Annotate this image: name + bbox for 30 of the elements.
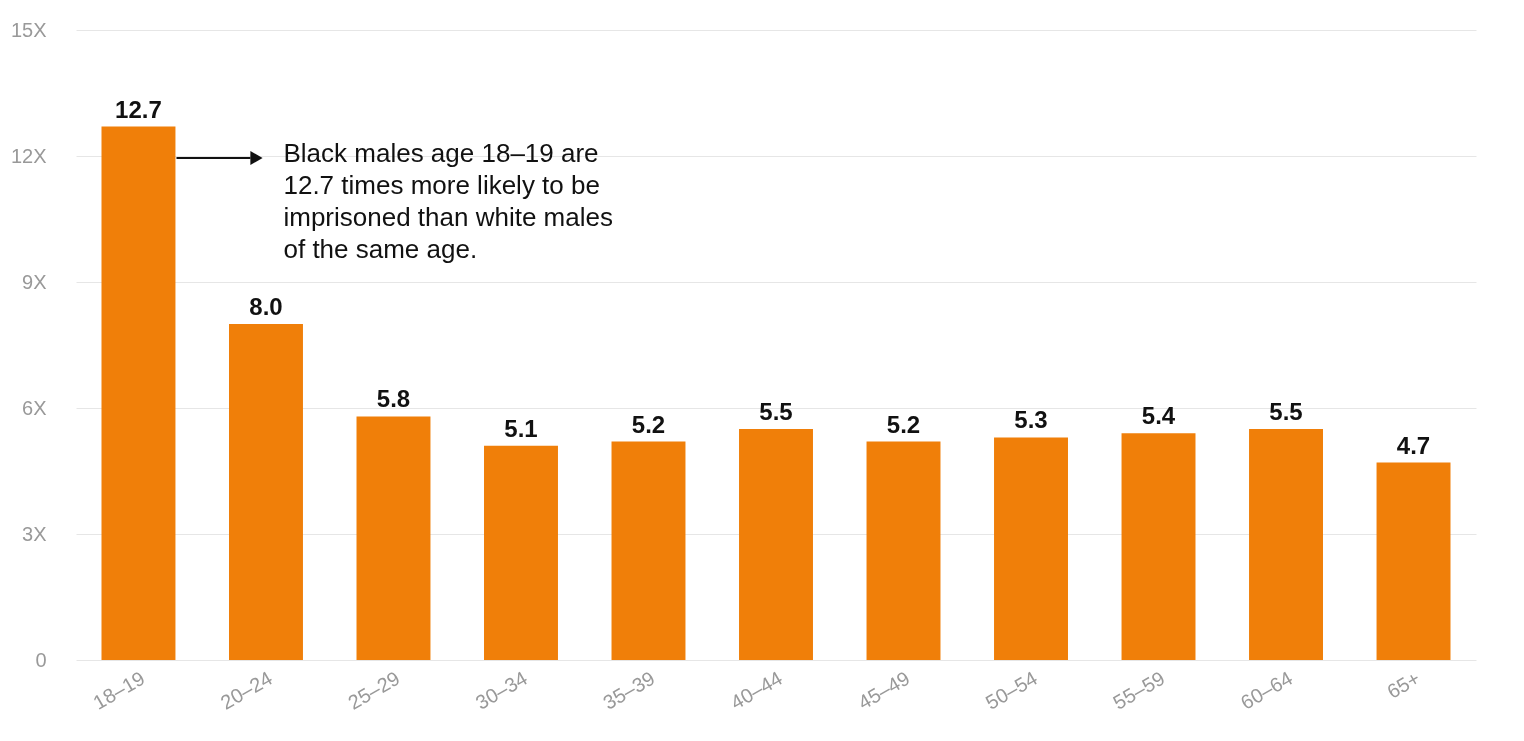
bar	[484, 445, 558, 660]
y-tick-label: 0	[35, 648, 47, 671]
data-label: 5.5	[759, 398, 793, 425]
data-label: 5.3	[1014, 406, 1048, 434]
bar	[101, 126, 176, 660]
y-tick-label: 15X	[10, 18, 47, 41]
y-tick-label: 3X	[22, 522, 47, 545]
bar	[1249, 429, 1323, 660]
bar	[1376, 462, 1451, 660]
data-label: 5.5	[1269, 398, 1303, 425]
data-label: 5.8	[376, 385, 411, 413]
bar	[994, 437, 1068, 660]
bar	[356, 416, 431, 660]
y-tick-label: 9X	[22, 270, 47, 293]
data-label: 4.7	[1396, 431, 1431, 459]
y-tick-label: 12X	[10, 144, 47, 167]
bar	[611, 441, 686, 660]
data-label: 5.1	[504, 414, 538, 442]
data-label: 12.7	[115, 95, 162, 123]
bar	[739, 429, 813, 660]
annotation: Black males age 18–19 are 12.7 times more likely to be imprisoned than white males of the same age.	[283, 138, 613, 264]
bar	[1121, 433, 1196, 660]
data-label: 8.0	[249, 293, 283, 320]
data-label: 5.4	[1141, 402, 1176, 430]
data-label: 5.2	[631, 410, 666, 438]
y-tick-label: 6X	[22, 396, 47, 419]
data-label: 5.2	[886, 410, 921, 438]
bar	[866, 441, 941, 660]
bar	[229, 324, 303, 660]
x-tick-label: 65+	[1383, 666, 1424, 703]
